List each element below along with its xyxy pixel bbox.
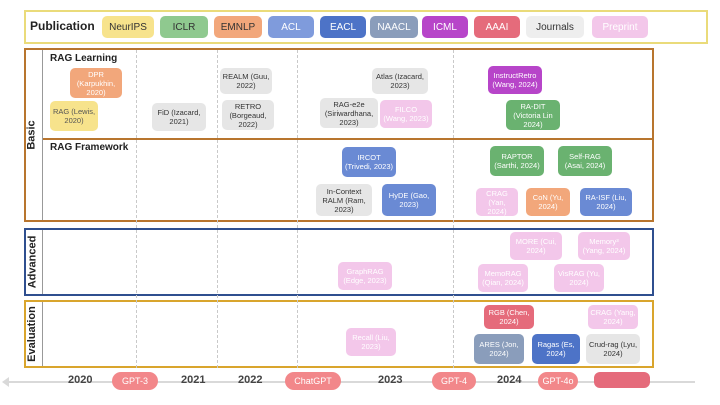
legend-acl: ACL: [268, 16, 314, 38]
node-crag[interactable]: CRAG (Yan, 2024): [476, 188, 518, 216]
node-crud-rag[interactable]: Crud-rag (Lyu, 2024): [586, 334, 640, 364]
legend-emnlp: EMNLP: [214, 16, 262, 38]
node-in-context-ralm[interactable]: In-Context RALM (Ram, 2023): [316, 184, 372, 216]
node-graphrag[interactable]: GraphRAG (Edge, 2023): [338, 262, 392, 290]
node-rag[interactable]: RAG (Lewis, 2020): [50, 101, 98, 131]
legend-icml: ICML: [422, 16, 468, 38]
basic-label-separator: [42, 50, 43, 220]
legend-neurips: NeurIPS: [102, 16, 154, 38]
node-ra-isf[interactable]: RA-ISF (Liu, 2024): [580, 188, 632, 216]
year-gridline-2024: [453, 50, 454, 368]
year-2023: 2023: [378, 374, 403, 386]
node-con[interactable]: CoN (Yu, 2024): [526, 188, 570, 216]
node-fid[interactable]: FiD (Izacard, 2021): [152, 103, 206, 131]
milestone-gpt3: GPT-3: [112, 372, 158, 390]
milestone-gpt4o: GPT-4o: [538, 372, 578, 390]
advanced-label-separator: [42, 230, 43, 294]
year-gridline-2021: [136, 50, 137, 368]
node-ra-dit[interactable]: RA-DIT (Victoria Lin 2024): [506, 100, 560, 130]
year-2020: 2020: [68, 374, 93, 386]
node-rag-e2e[interactable]: RAG-e2e (Siriwardhana, 2023): [320, 98, 378, 128]
node-recall[interactable]: Recall (Liu, 2023): [346, 328, 396, 356]
milestone-chatgpt: ChatGPT: [285, 372, 341, 390]
evaluation-label: Evaluation: [26, 306, 38, 362]
milestone-gpt4: GPT-4: [432, 372, 476, 390]
node-realm[interactable]: REALM (Guu, 2022): [220, 68, 272, 94]
legend-journals: Journals: [526, 16, 584, 38]
year-gridline-2023: [297, 50, 298, 368]
year-2024: 2024: [497, 374, 522, 386]
node-memory3[interactable]: Memory³ (Yang, 2024): [578, 232, 630, 260]
rag-learning-heading: RAG Learning: [50, 53, 118, 64]
node-rgb[interactable]: RGB (Chen, 2024): [484, 305, 534, 329]
node-instructretro[interactable]: InstructRetro (Wang, 2024): [488, 66, 542, 94]
legend-eacl: EACL: [320, 16, 366, 38]
timeline-arrow-left: [2, 377, 9, 387]
evaluation-label-separator: [42, 302, 43, 366]
node-self-rag[interactable]: Self-RAG (Asai, 2024): [558, 146, 612, 176]
node-ircot[interactable]: IRCOT (Trivedi, 2023): [342, 147, 396, 177]
node-dpr[interactable]: DPR (Karpukhin, 2020): [70, 68, 122, 98]
node-visrag[interactable]: VisRAG (Yu, 2024): [554, 264, 604, 292]
node-ragas[interactable]: Ragas (Es, 2024): [532, 334, 580, 364]
basic-label: Basic: [26, 120, 39, 150]
rag-framework-heading: RAG Framework: [50, 142, 129, 153]
node-hyde[interactable]: HyDE (Gao, 2023): [382, 184, 436, 216]
node-retro[interactable]: RETRO (Borgeaud, 2022): [222, 100, 274, 130]
year-2022: 2022: [238, 374, 263, 386]
node-filco[interactable]: FILCO (Wang, 2023): [380, 100, 432, 128]
legend-iclr: ICLR: [160, 16, 208, 38]
legend-aaai: AAAI: [474, 16, 520, 38]
year-2021: 2021: [181, 374, 206, 386]
legend-title: Publication: [30, 19, 95, 33]
node-crag-eval[interactable]: CRAG (Yang, 2024): [588, 305, 638, 329]
node-raptor[interactable]: RAPTOR (Sarthi, 2024): [490, 146, 544, 176]
node-memorag[interactable]: MemoRAG (Qian, 2024): [478, 264, 528, 292]
node-atlas[interactable]: Atlas (Izacard, 2023): [372, 68, 428, 94]
year-gridline-2022: [217, 50, 218, 368]
node-more[interactable]: MORE (Cui, 2024): [510, 232, 562, 260]
basic-divider: [42, 138, 654, 140]
timeline-end-marker: [594, 372, 650, 388]
legend-naacl: NAACL: [370, 16, 418, 38]
advanced-label: Advanced: [26, 235, 39, 289]
node-ares[interactable]: ARES (Jon, 2024): [474, 334, 524, 364]
timeline-axis: [5, 381, 695, 383]
legend-preprint: Preprint: [592, 16, 648, 38]
